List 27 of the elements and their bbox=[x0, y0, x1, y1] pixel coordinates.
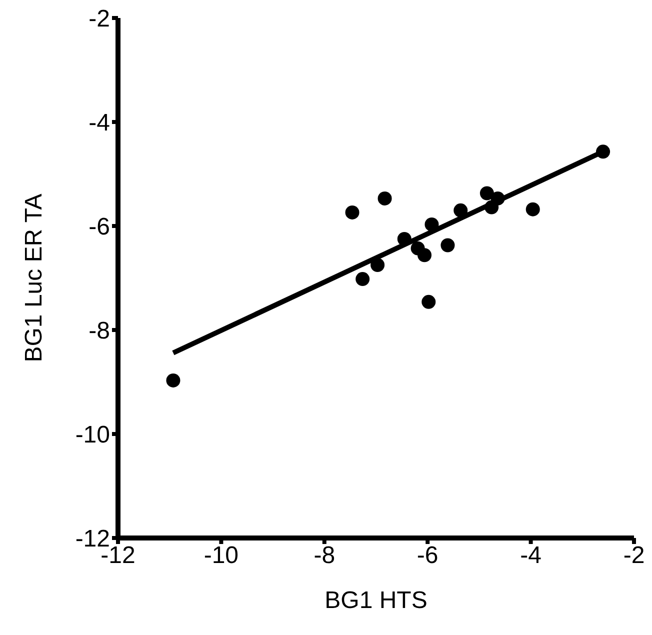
point bbox=[490, 191, 505, 206]
point bbox=[480, 186, 494, 200]
point bbox=[526, 202, 540, 216]
point bbox=[356, 272, 370, 286]
y-tick-label: -8 bbox=[88, 318, 110, 345]
x-axis-title: BG1 HTS bbox=[324, 587, 428, 614]
point bbox=[397, 232, 412, 246]
y-axis-title: BG1 Luc ER TA bbox=[20, 194, 48, 362]
point bbox=[166, 373, 180, 388]
x-tick-label: -4 bbox=[520, 542, 542, 570]
y-tick-label: -6 bbox=[88, 214, 110, 241]
y-tick-label: -2 bbox=[88, 6, 110, 33]
point bbox=[370, 258, 385, 272]
point bbox=[378, 191, 392, 206]
x-tick-label: -6 bbox=[416, 542, 438, 570]
point bbox=[422, 294, 436, 309]
point bbox=[418, 248, 432, 262]
y-tick-label: -4 bbox=[88, 110, 110, 137]
point bbox=[424, 217, 439, 232]
x-tick-label: -8 bbox=[314, 542, 336, 570]
y-tick-label: -10 bbox=[75, 422, 110, 449]
x-tick-label: -10 bbox=[204, 542, 239, 570]
point bbox=[440, 238, 455, 252]
point bbox=[596, 144, 610, 159]
point bbox=[454, 203, 468, 218]
x-tick-label: -2 bbox=[623, 542, 645, 570]
point bbox=[345, 205, 360, 220]
